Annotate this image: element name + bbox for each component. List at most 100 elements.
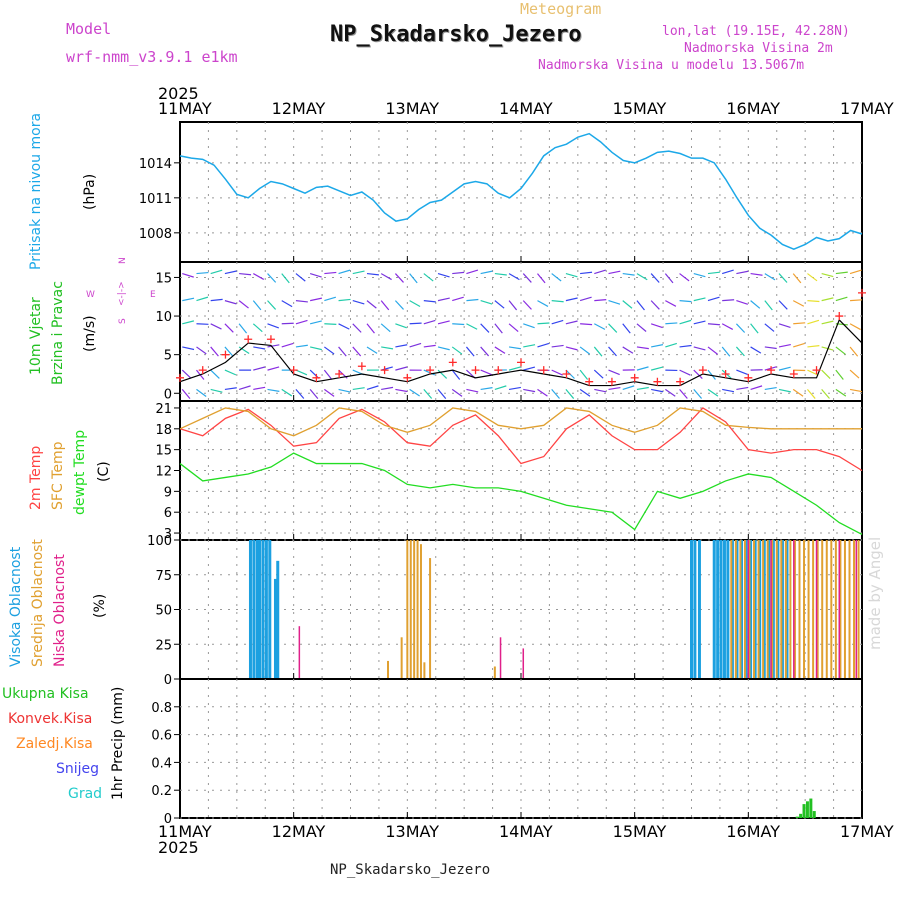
cloud-mid-bar [748, 540, 751, 679]
wind-arrow [764, 386, 777, 391]
wind-arrow [281, 388, 293, 397]
time-tick-bottom: 11MAY [158, 822, 212, 841]
gust-marker [357, 362, 366, 371]
wind-arrow [551, 344, 564, 348]
cloud-mid-bar [821, 540, 824, 679]
wind-arrow [793, 342, 805, 348]
wind-arrow [338, 388, 351, 393]
wind-arrow [310, 297, 323, 302]
cloud-low-bar [793, 540, 795, 679]
wind-arrow [395, 388, 408, 393]
wind-arrow [508, 386, 521, 391]
gust-marker [426, 366, 435, 375]
wind-arrow [466, 298, 479, 302]
wind-arrow [593, 369, 604, 379]
cloud-mid-bar [416, 540, 419, 679]
gust-marker [585, 377, 594, 386]
cloud-low-bar [770, 540, 772, 679]
wind-arrow [565, 320, 578, 325]
pressure-line [179, 132, 863, 250]
wind-arrow [778, 343, 791, 348]
cloud-high-bar [712, 540, 716, 679]
wind-arrow [764, 273, 776, 281]
wind-arrow [736, 369, 748, 376]
wind-arrow [807, 319, 820, 325]
wind-arrow [480, 387, 493, 391]
wind-arrow [380, 300, 390, 311]
wind-arrow [423, 273, 434, 282]
wind-arrow [238, 300, 249, 309]
wind-arrow [224, 270, 237, 275]
wind-arrow [707, 388, 719, 397]
gust-marker [289, 366, 298, 375]
wind-arrow [636, 346, 649, 350]
ytick-label: 0 [164, 387, 172, 402]
wind-arrow [267, 300, 277, 310]
wind-arrow [821, 273, 834, 278]
ytick-label: 1011 [139, 192, 172, 207]
gust-marker [653, 377, 662, 386]
wind-arrow [366, 323, 375, 334]
wind-arrow [451, 346, 463, 355]
ytick-label: 0.8 [151, 701, 172, 716]
wind-arrow [650, 273, 660, 283]
cloud-mid-bar [406, 540, 409, 679]
cloud-mid-bar [803, 540, 806, 679]
wind-arrow [579, 369, 589, 380]
wind-arrow [849, 369, 860, 379]
wind-arrow [409, 342, 422, 348]
wind-arrow [565, 273, 578, 278]
panel-frame [179, 261, 863, 402]
wind-arrow [651, 388, 664, 393]
time-tick-bottom: 14MAY [499, 822, 553, 841]
temp-sfc-line [179, 407, 862, 437]
wind-arrow [750, 323, 759, 334]
wind-arrow [707, 346, 718, 355]
wind-arrow [608, 369, 620, 376]
wind-arrow [480, 346, 490, 357]
wind-arrow [423, 344, 436, 348]
panel-frame [179, 400, 863, 541]
wind-arrow [480, 270, 493, 275]
cloud-mid-bar [423, 662, 426, 679]
cloud-panel: 0 25 50 75 100 [147, 534, 863, 688]
cloud-high-bar [785, 540, 789, 679]
cloud-mid-bar [798, 540, 801, 679]
wind-arrow [238, 323, 248, 334]
wind-arrow [281, 300, 293, 308]
wind-arrow [295, 319, 308, 325]
wind-arrow [196, 271, 209, 275]
wind-arrow [665, 342, 678, 348]
wind-arrow [522, 300, 532, 310]
model-name: wrf-nmm_v3.9.1 e1km [66, 48, 238, 66]
wind-arrow [693, 297, 706, 302]
cloud-high-bar [716, 540, 720, 679]
wind-arrow [551, 389, 560, 399]
cloud-high-bar [258, 540, 262, 679]
cloud-high-bar [740, 540, 744, 679]
wind-arrow [437, 389, 447, 399]
wind-arrow [650, 323, 663, 329]
wind-arrow [423, 369, 436, 376]
wind-arrow [508, 346, 522, 350]
cloud-high-bar [762, 540, 766, 679]
wind-arrow [806, 389, 816, 399]
wind-arrow [196, 296, 209, 302]
precip-total-bar [812, 811, 816, 818]
wind-arrow [707, 296, 720, 302]
wind-arrow [394, 273, 404, 283]
cloud-mid-bar [816, 540, 819, 679]
wind-arrow [594, 299, 607, 302]
gust-marker [812, 366, 821, 375]
gust-marker [403, 373, 412, 382]
wind-arrow [850, 299, 863, 302]
wind-arrow [537, 300, 549, 307]
ytick-label: 0 [164, 812, 172, 827]
wind-arrow [310, 346, 322, 351]
wind-arrow [196, 346, 207, 355]
wind-arrow [679, 344, 692, 348]
wind-arrow [665, 322, 678, 325]
wind-arrow [579, 388, 591, 397]
wind-arrow [323, 369, 333, 380]
gust-marker [312, 373, 321, 382]
